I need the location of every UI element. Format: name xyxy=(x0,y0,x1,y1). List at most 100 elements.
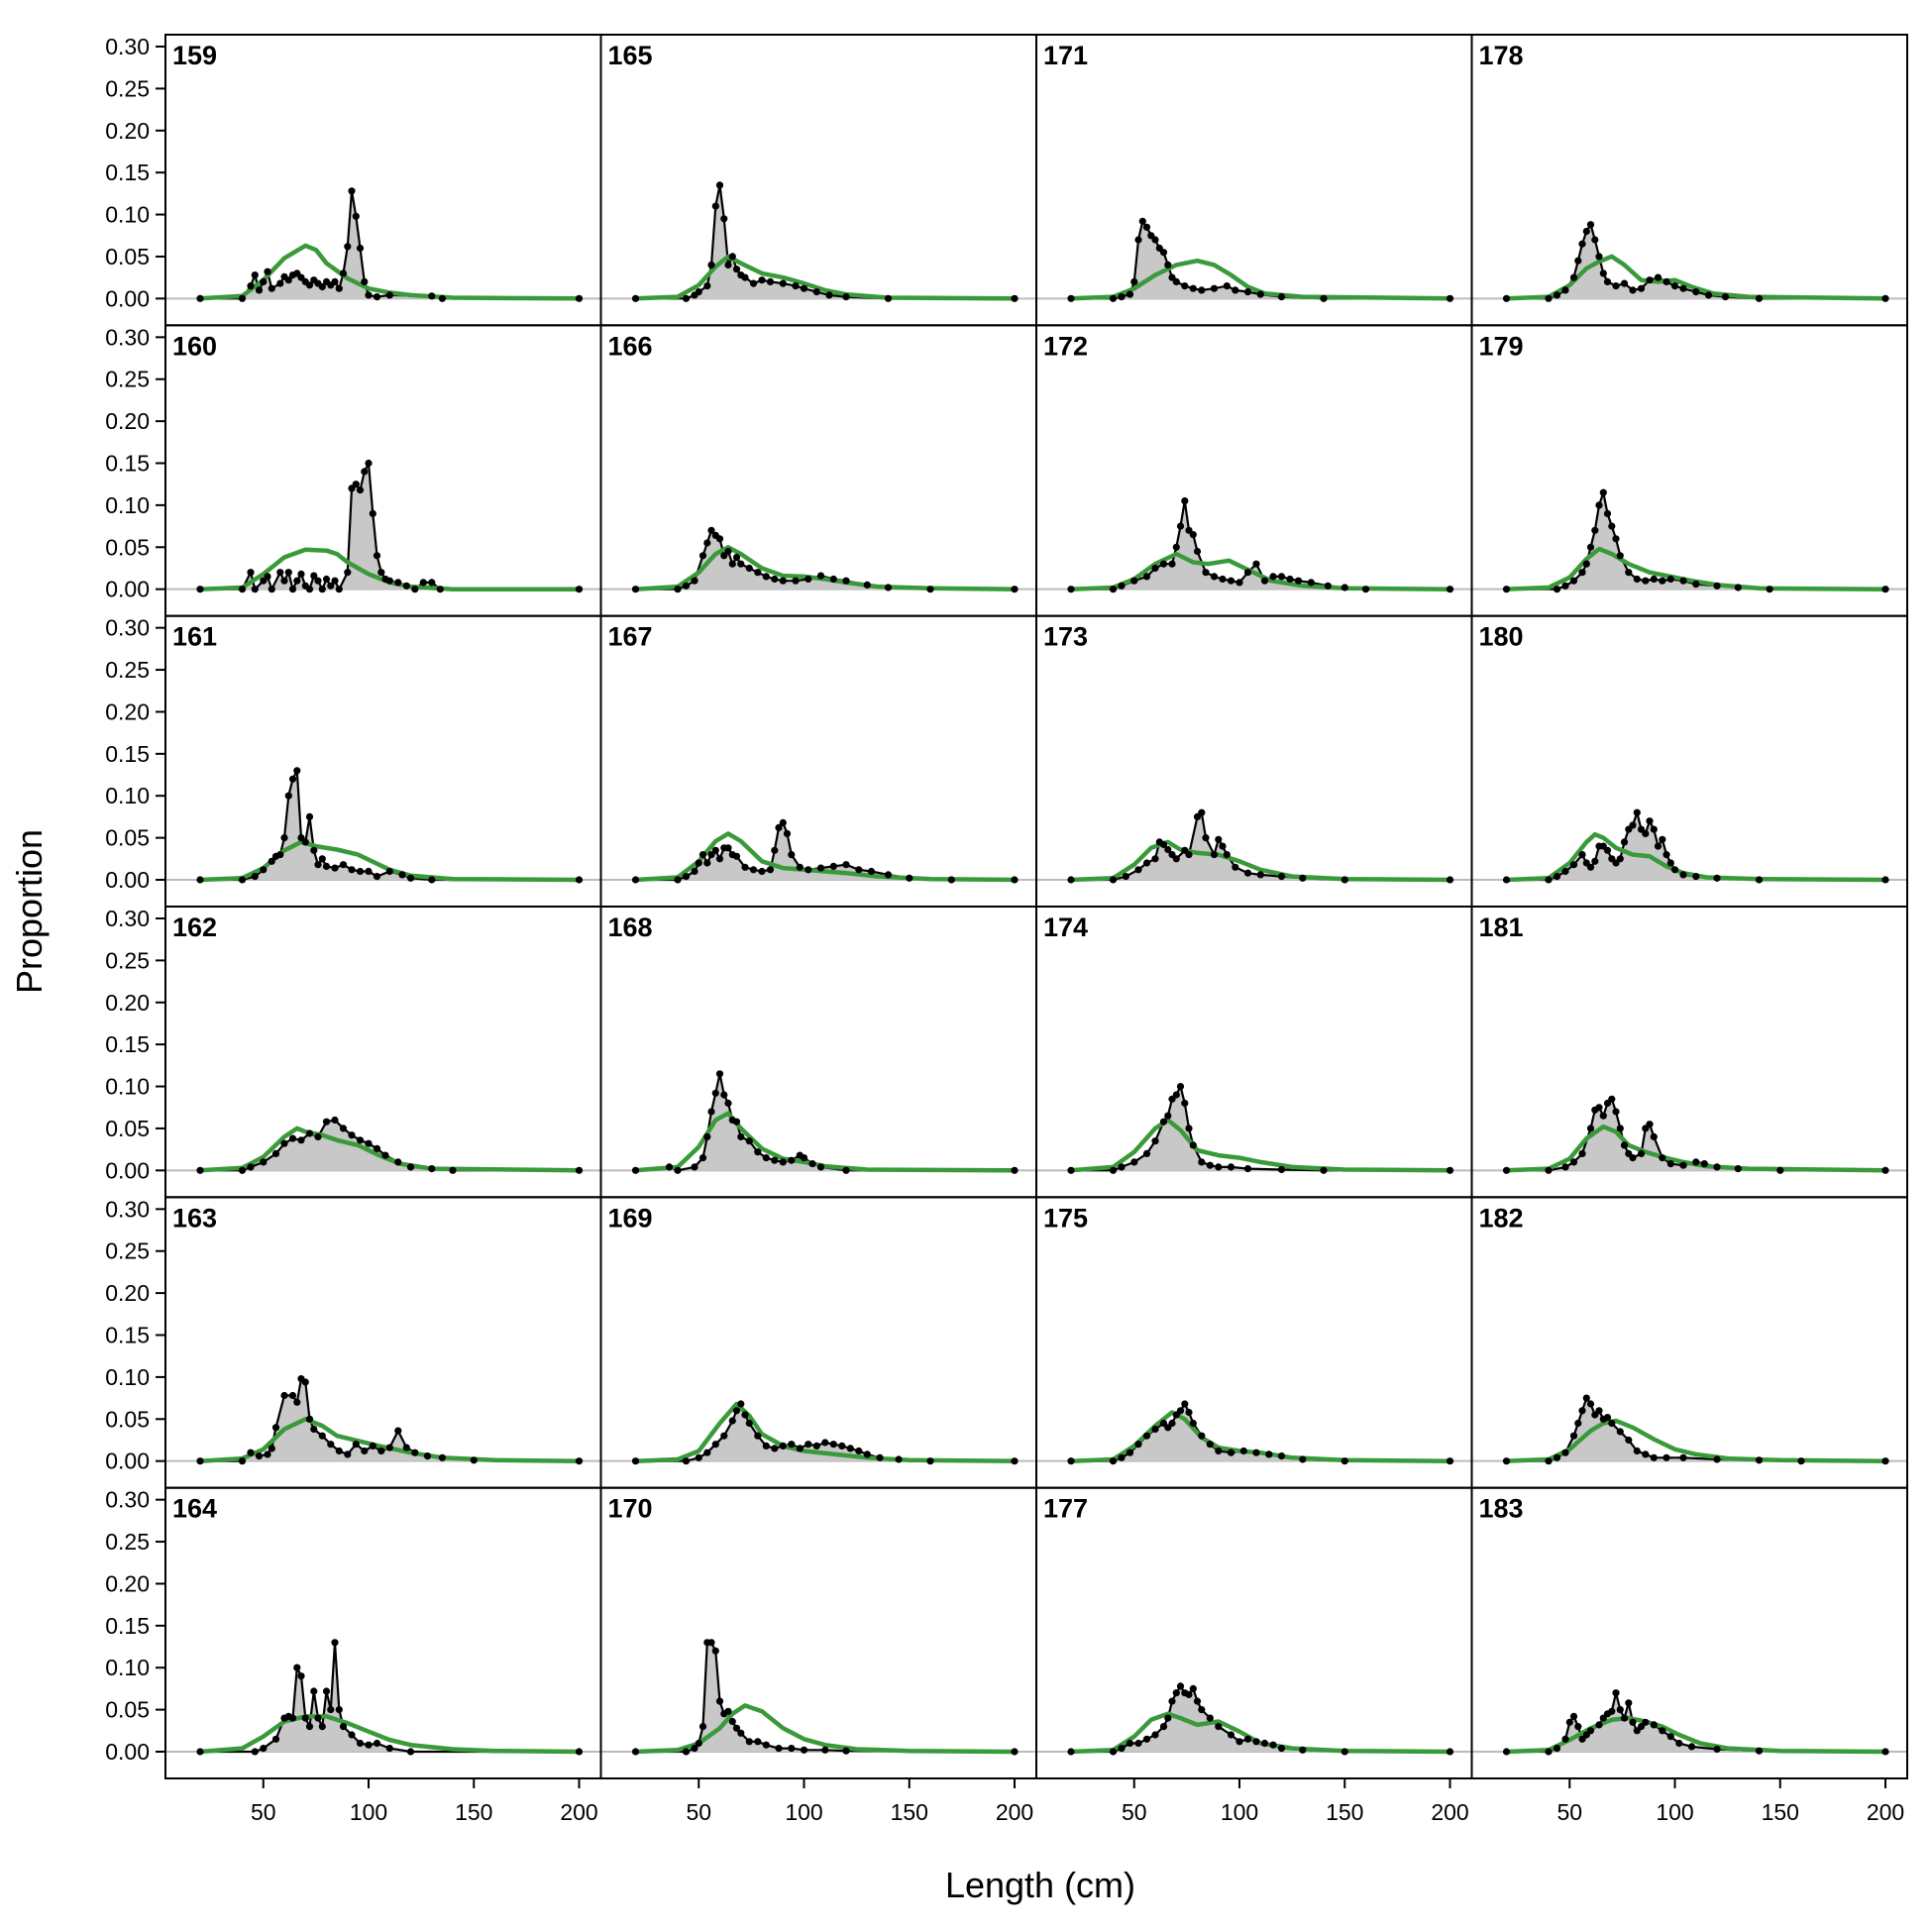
observed-point xyxy=(1223,851,1231,859)
observed-point xyxy=(1663,851,1670,859)
observed-point xyxy=(691,1745,698,1753)
panel-label: 166 xyxy=(608,331,653,361)
observed-point xyxy=(1159,1118,1168,1126)
y-tick-label: 0.15 xyxy=(105,1613,150,1639)
observed-point xyxy=(1067,1457,1075,1465)
observed-point xyxy=(1616,855,1624,863)
observed-point xyxy=(255,286,264,294)
observed-area xyxy=(1506,224,1885,299)
observed-point xyxy=(348,1131,356,1139)
x-tick-label: 50 xyxy=(251,1799,276,1825)
observed-point xyxy=(766,277,775,285)
observed-point xyxy=(631,586,640,593)
observed-point xyxy=(728,253,736,261)
observed-point xyxy=(1011,586,1019,593)
x-tick-label: 100 xyxy=(1656,1799,1693,1825)
observed-point xyxy=(247,1449,255,1456)
observed-point xyxy=(715,181,724,189)
observed-point xyxy=(381,1151,389,1159)
observed-point xyxy=(356,867,365,876)
observed-point xyxy=(1176,1682,1185,1690)
y-tick-label: 0.20 xyxy=(105,1280,150,1306)
observed-point xyxy=(707,1108,715,1116)
observed-point xyxy=(1189,284,1197,292)
observed-point xyxy=(428,876,436,884)
observed-point xyxy=(322,1687,331,1695)
observed-point xyxy=(1134,1739,1142,1748)
observed-point xyxy=(771,575,779,584)
observed-point xyxy=(1277,1165,1286,1174)
y-tick-label: 0.30 xyxy=(105,1196,150,1222)
observed-point xyxy=(406,1748,415,1756)
observed-area xyxy=(635,184,1015,299)
observed-point xyxy=(829,575,837,584)
observed-point xyxy=(1679,284,1687,292)
observed-point xyxy=(1561,867,1569,876)
observed-point xyxy=(271,1149,280,1157)
observed-point xyxy=(1569,273,1578,281)
observed-point xyxy=(707,261,715,268)
observed-point xyxy=(1299,1746,1307,1754)
observed-point xyxy=(1067,586,1075,593)
observed-point xyxy=(1616,1428,1624,1436)
observed-point xyxy=(255,1452,264,1460)
observed-point xyxy=(335,1447,343,1455)
y-tick-label: 0.30 xyxy=(105,324,150,350)
observed-point xyxy=(1243,1165,1252,1173)
x-tick-label: 100 xyxy=(1221,1799,1258,1825)
observed-point xyxy=(715,535,724,543)
observed-point xyxy=(1277,1452,1286,1460)
expected-line xyxy=(1506,1418,1886,1463)
observed-point xyxy=(373,293,381,301)
x-tick-label: 100 xyxy=(350,1799,387,1825)
observed-point xyxy=(1446,1166,1454,1174)
observed-point xyxy=(631,1457,640,1465)
observed-point xyxy=(631,1166,640,1174)
observed-point xyxy=(575,1166,584,1174)
observed-point xyxy=(1159,560,1168,568)
observed-point xyxy=(196,1457,204,1465)
x-axis-title: Length (cm) xyxy=(945,1865,1135,1905)
panel-frame xyxy=(1470,1486,1908,1779)
observed-point xyxy=(1277,573,1286,581)
observed-point xyxy=(260,1158,268,1166)
observed-point xyxy=(1446,1748,1454,1756)
observed-point xyxy=(829,1441,837,1449)
observed-point xyxy=(779,279,787,287)
observed-point xyxy=(268,586,275,593)
observed-point xyxy=(344,1450,352,1458)
observed-area xyxy=(1506,492,1885,590)
observed-point xyxy=(855,1447,863,1455)
observed-point xyxy=(385,867,393,876)
observed-point xyxy=(331,864,339,872)
observed-point xyxy=(1654,273,1663,281)
observed-area xyxy=(1506,1692,1885,1752)
observed-point xyxy=(369,1442,376,1449)
observed-point xyxy=(1134,1441,1142,1449)
observed-point xyxy=(575,294,584,302)
observed-point xyxy=(1629,1154,1637,1162)
observed-point xyxy=(1198,808,1206,816)
observed-area xyxy=(635,530,1015,590)
y-tick-label: 0.30 xyxy=(105,906,150,931)
observed-point xyxy=(741,1411,749,1419)
observed-point xyxy=(1206,1441,1214,1449)
observed-point xyxy=(682,1748,691,1756)
observed-point xyxy=(1118,582,1126,590)
observed-point xyxy=(318,1432,326,1440)
observed-point xyxy=(1227,1731,1235,1739)
observed-point xyxy=(762,1154,770,1162)
y-tick-label: 0.10 xyxy=(105,1074,150,1100)
observed-point xyxy=(1603,509,1612,518)
observed-point xyxy=(423,1452,432,1460)
observed-point xyxy=(1198,1158,1206,1166)
observed-point xyxy=(779,577,787,585)
observed-point xyxy=(1134,236,1142,244)
observed-point xyxy=(1637,284,1646,292)
observed-area xyxy=(635,1642,1015,1752)
observed-point xyxy=(331,1116,339,1125)
observed-point xyxy=(691,867,698,876)
observed-point xyxy=(1633,575,1641,584)
observed-point xyxy=(293,767,301,775)
observed-point xyxy=(732,553,741,562)
